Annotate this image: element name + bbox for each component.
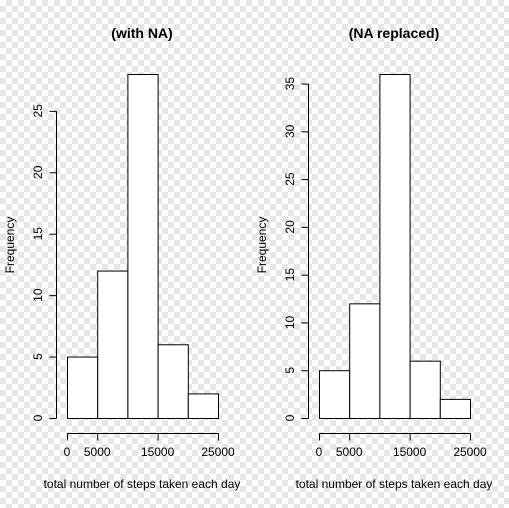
y-tick-label: 30 xyxy=(283,124,297,138)
histogram-with-na: (with NA) Frequency total number of step… xyxy=(3,25,240,491)
histogram-bar xyxy=(379,74,411,419)
histogram-bar xyxy=(349,303,381,420)
y-axis-label: Frequency xyxy=(255,217,269,274)
y-axis-label: Frequency xyxy=(3,217,17,274)
x-tick-label: 25000 xyxy=(201,445,235,459)
x-tick-label: 5000 xyxy=(336,445,363,459)
y-tick-label: 25 xyxy=(31,104,45,118)
histogram-bar xyxy=(157,344,189,419)
histogram-bar xyxy=(67,356,99,420)
y-tick-label: 5 xyxy=(31,353,45,360)
y-tick-label: 5 xyxy=(283,367,297,374)
chart-title: (with NA) xyxy=(111,25,172,41)
y-tick-label: 20 xyxy=(283,220,297,234)
x-tick-label: 0 xyxy=(64,445,71,459)
histogram-bar xyxy=(409,360,441,419)
x-tick-label: 5000 xyxy=(84,445,111,459)
x-tick-label: 0 xyxy=(316,445,323,459)
y-tick-label: 10 xyxy=(31,288,45,302)
histogram-bar xyxy=(319,370,351,420)
y-tick-label: 35 xyxy=(283,77,297,91)
chart-title: (NA replaced) xyxy=(349,25,440,41)
histogram-bar xyxy=(127,74,159,419)
y-tick-label: 10 xyxy=(283,315,297,329)
x-tick-label: 15000 xyxy=(393,445,427,459)
x-axis-label: total number of steps taken each day xyxy=(44,477,241,491)
y-tick-label: 15 xyxy=(31,227,45,241)
histogram-bar xyxy=(187,393,220,419)
x-tick-label: 25000 xyxy=(453,445,487,459)
x-tick-label: 15000 xyxy=(141,445,175,459)
y-tick-label: 0 xyxy=(31,414,45,421)
y-tick-label: 0 xyxy=(283,414,297,421)
histogram-bar xyxy=(439,398,471,419)
histogram-bar xyxy=(97,270,129,420)
y-tick-label: 15 xyxy=(283,268,297,282)
x-axis-label: total number of steps taken each day xyxy=(296,477,493,491)
y-tick-label: 20 xyxy=(31,165,45,179)
y-tick-label: 25 xyxy=(283,172,297,186)
histogram-na-replaced: (NA replaced) Frequency total number of … xyxy=(255,25,492,491)
